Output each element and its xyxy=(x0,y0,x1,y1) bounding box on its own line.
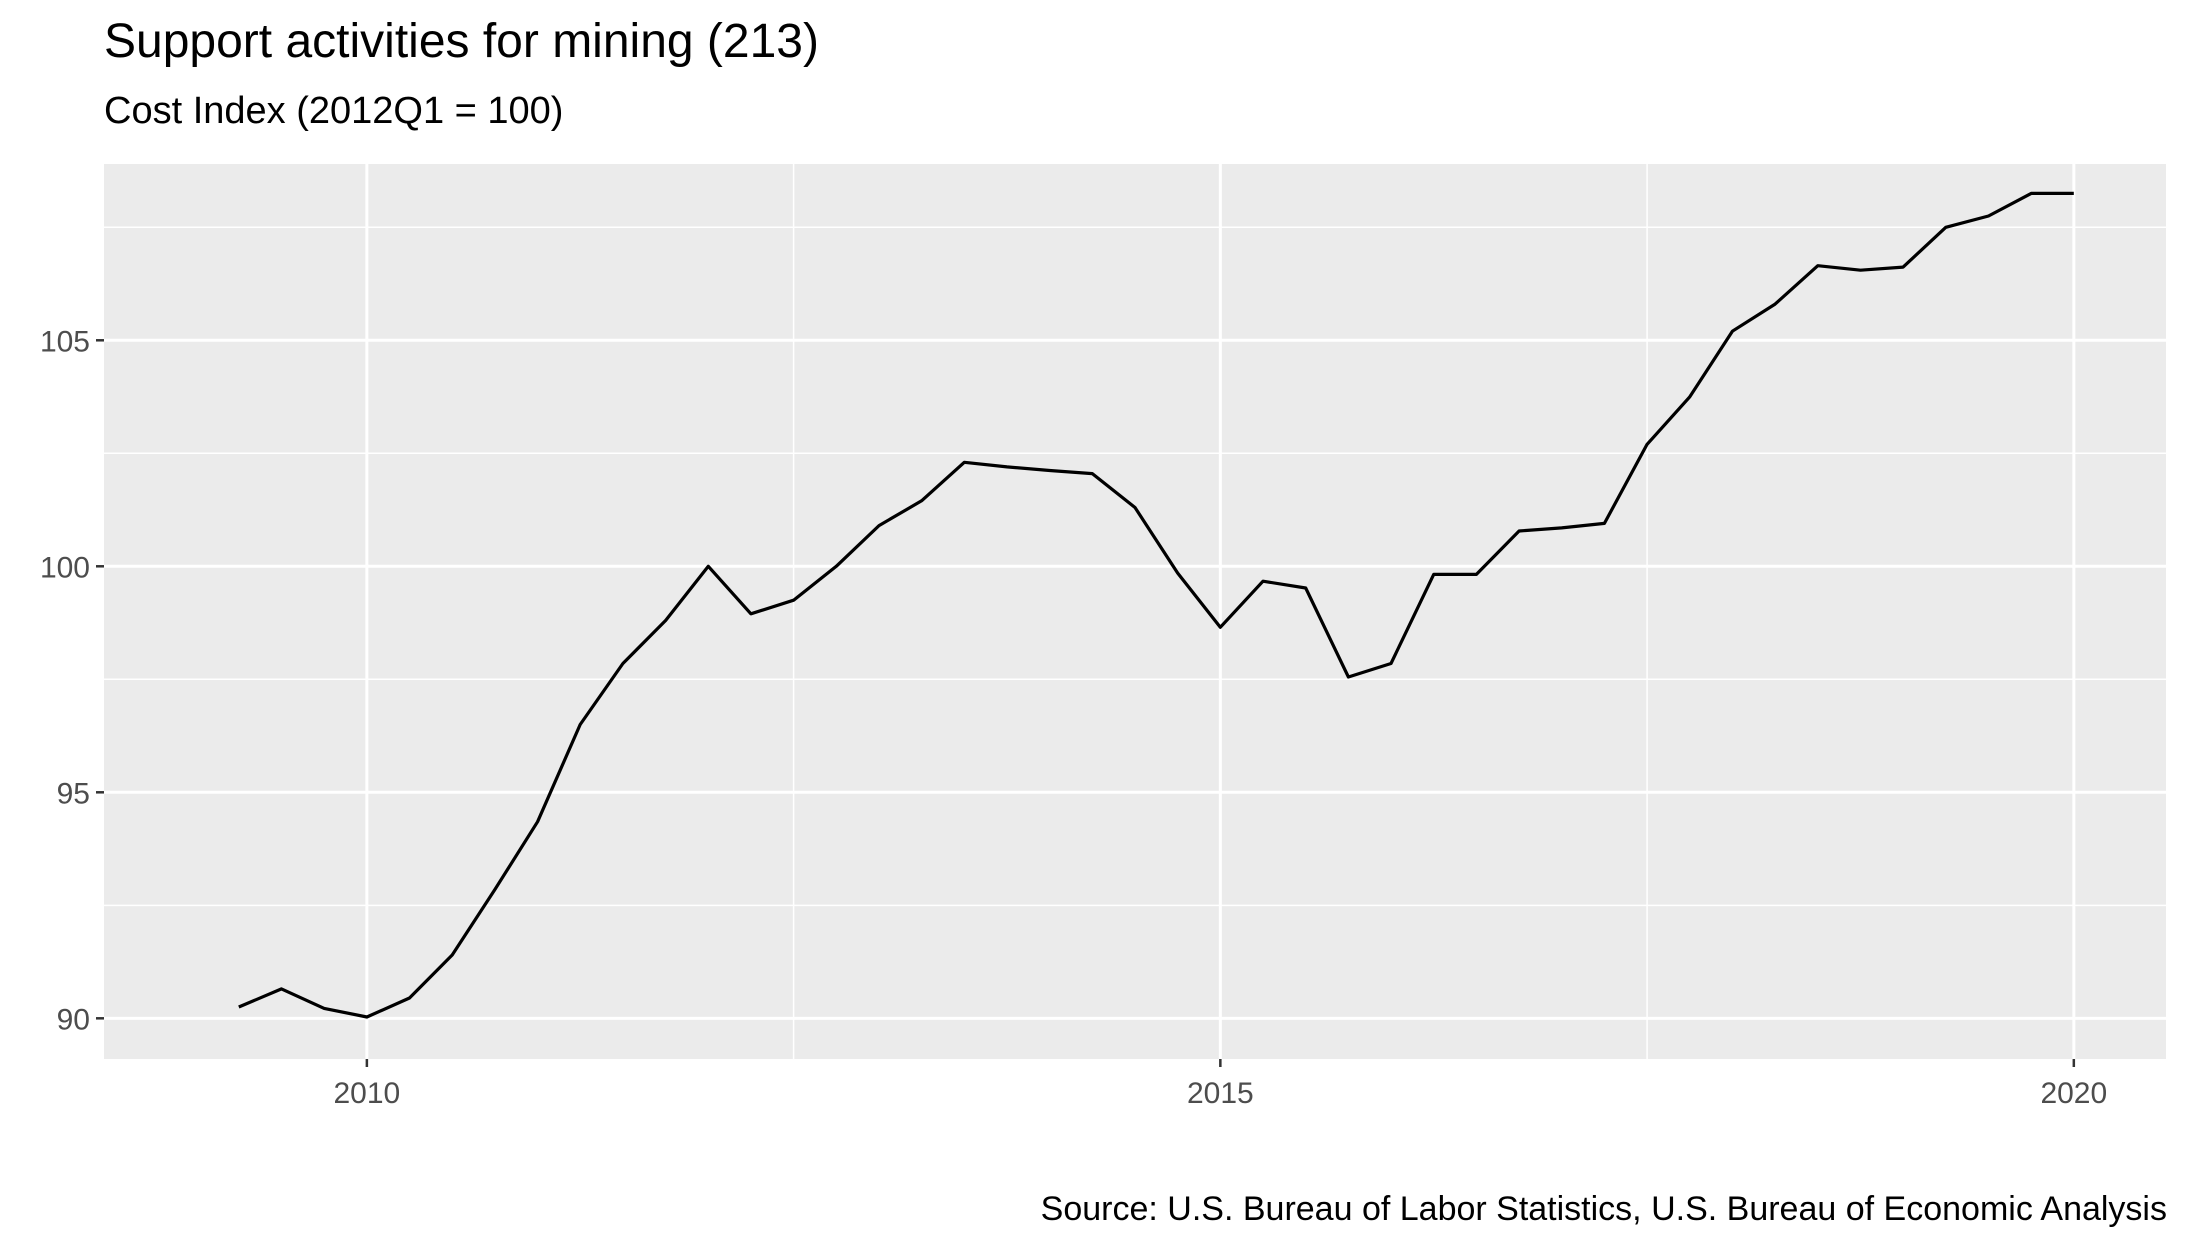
plot-panel xyxy=(104,164,2166,1059)
y-tick-label: 90 xyxy=(57,1003,90,1036)
y-tick-label: 100 xyxy=(40,551,90,584)
major-grid xyxy=(104,164,2166,1059)
x-tick-label: 2020 xyxy=(2040,1077,2107,1110)
y-tick-label: 105 xyxy=(40,325,90,358)
series-group xyxy=(238,191,2074,1019)
series-line xyxy=(238,191,2074,1019)
y-tick-label: 95 xyxy=(57,777,90,810)
axes-group: 2010 2015 2020 90 95 100 105 xyxy=(40,325,2107,1110)
x-tick-label: 2015 xyxy=(1187,1077,1254,1110)
chart-title: Support activities for mining (213) xyxy=(104,15,819,68)
chart-caption: Source: U.S. Bureau of Labor Statistics,… xyxy=(1040,1190,2167,1228)
chart-subtitle: Cost Index (2012Q1 = 100) xyxy=(104,90,564,132)
minor-grid xyxy=(104,164,2166,1059)
x-tick-label: 2010 xyxy=(333,1077,400,1110)
